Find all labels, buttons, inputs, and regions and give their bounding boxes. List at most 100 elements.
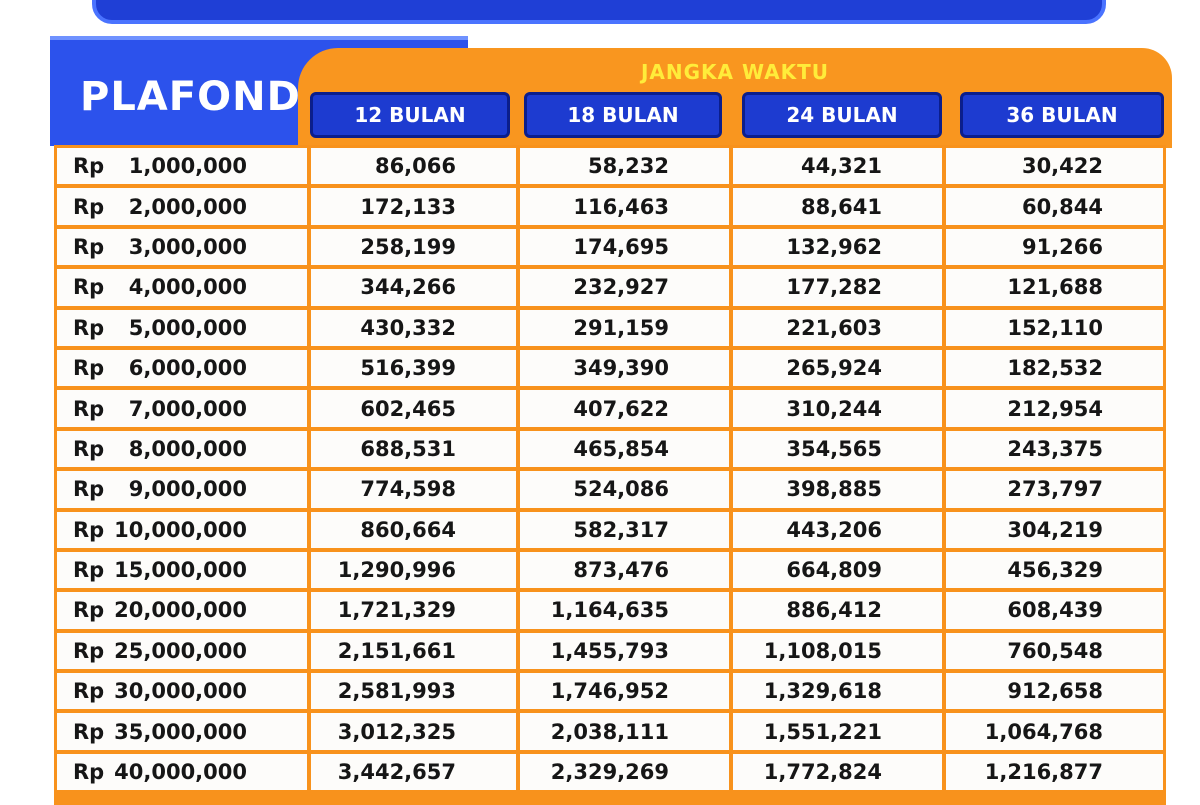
installment-value: 86,066 <box>311 148 516 185</box>
installment-value: 873,476 <box>520 551 729 589</box>
plafond-amount: 25,000,000 <box>114 638 247 663</box>
currency-label: Rp <box>73 396 105 421</box>
duration-header-12: 12 BULAN <box>310 92 510 138</box>
plafond-cell: Rp 2,000,000 <box>57 188 307 225</box>
currency-label: Rp <box>73 194 105 219</box>
installment-value: 860,664 <box>311 511 516 548</box>
plafond-amount: 15,000,000 <box>114 558 247 583</box>
installment-value: 1,290,996 <box>311 551 516 589</box>
currency-label: Rp <box>73 558 105 583</box>
plafond-cell: Rp 35,000,000 <box>57 713 307 750</box>
plafond-cell: Rp 7,000,000 <box>57 390 307 427</box>
plafond-amount: 4,000,000 <box>128 275 247 300</box>
currency-label: Rp <box>73 477 105 502</box>
installment-value: 121,688 <box>946 269 1163 306</box>
plafond-cell: Rp 9,000,000 <box>57 471 307 508</box>
installment-value: 1,064,768 <box>946 713 1163 750</box>
installment-value: 774,598 <box>311 471 516 508</box>
installment-value: 177,282 <box>733 269 942 306</box>
installment-value: 430,332 <box>311 309 516 346</box>
installment-value: 3,442,657 <box>311 753 516 791</box>
plafond-cell: Rp 10,000,000 <box>57 511 307 548</box>
installment-value: 60,844 <box>946 188 1163 225</box>
installment-value: 88,641 <box>733 188 942 225</box>
installment-value: 608,439 <box>946 592 1163 629</box>
plafond-amount: 35,000,000 <box>114 719 247 744</box>
currency-label: Rp <box>73 760 105 785</box>
plafond-cell: Rp 15,000,000 <box>57 551 307 589</box>
plafond-cell: Rp 3,000,000 <box>57 228 307 266</box>
currency-label: Rp <box>73 356 105 381</box>
plafond-cell: Rp 4,000,000 <box>57 269 307 306</box>
plafond-amount: 2,000,000 <box>128 194 247 219</box>
currency-label: Rp <box>73 517 105 542</box>
installment-value: 443,206 <box>733 511 942 548</box>
installment-value: 1,455,793 <box>520 632 729 670</box>
installment-value: 304,219 <box>946 511 1163 548</box>
installment-value: 456,329 <box>946 551 1163 589</box>
installment-value: 291,159 <box>520 309 729 346</box>
installment-value: 516,399 <box>311 349 516 387</box>
installment-value: 2,038,111 <box>520 713 729 750</box>
currency-label: Rp <box>73 275 105 300</box>
plafond-label: PLAFOND <box>80 74 301 120</box>
installment-value: 132,962 <box>733 228 942 266</box>
installment-value: 582,317 <box>520 511 729 548</box>
duration-header-36: 36 BULAN <box>960 92 1164 138</box>
installment-value: 232,927 <box>520 269 729 306</box>
installment-value: 1,164,635 <box>520 592 729 629</box>
installment-value: 344,266 <box>311 269 516 306</box>
installment-value: 688,531 <box>311 430 516 468</box>
installment-value: 3,012,325 <box>311 713 516 750</box>
plafond-amount: 7,000,000 <box>128 396 247 421</box>
plafond-amount: 6,000,000 <box>128 356 247 381</box>
installment-value: 152,110 <box>946 309 1163 346</box>
plafond-amount: 1,000,000 <box>128 154 247 179</box>
plafond-amount: 3,000,000 <box>128 234 247 259</box>
installment-table: Rp 1,000,000 86,066 58,232 44,321 30,422 Rp 2,0… <box>54 145 1166 805</box>
currency-label: Rp <box>73 234 105 259</box>
installment-value: 1,721,329 <box>311 592 516 629</box>
currency-label: Rp <box>73 719 105 744</box>
top-banner <box>92 0 1106 24</box>
duration-header-18: 18 BULAN <box>524 92 722 138</box>
plafond-amount: 5,000,000 <box>128 315 247 340</box>
installment-value: 465,854 <box>520 430 729 468</box>
plafond-amount: 20,000,000 <box>114 598 247 623</box>
plafond-amount: 9,000,000 <box>128 477 247 502</box>
installment-value: 664,809 <box>733 551 942 589</box>
plafond-amount: 30,000,000 <box>114 679 247 704</box>
installment-value: 524,086 <box>520 471 729 508</box>
plafond-cell: Rp 5,000,000 <box>57 309 307 346</box>
currency-label: Rp <box>73 436 105 461</box>
duration-header-24: 24 BULAN <box>742 92 942 138</box>
installment-value: 1,551,221 <box>733 713 942 750</box>
plafond-cell: Rp 6,000,000 <box>57 349 307 387</box>
plafond-cell: Rp 40,000,000 <box>57 753 307 791</box>
currency-label: Rp <box>73 154 105 179</box>
installment-value: 1,108,015 <box>733 632 942 670</box>
plafond-cell: Rp 25,000,000 <box>57 632 307 670</box>
installment-value: 58,232 <box>520 148 729 185</box>
installment-value: 44,321 <box>733 148 942 185</box>
plafond-cell: Rp 30,000,000 <box>57 673 307 710</box>
installment-value: 310,244 <box>733 390 942 427</box>
installment-value: 258,199 <box>311 228 516 266</box>
installment-value: 2,329,269 <box>520 753 729 791</box>
installment-value: 265,924 <box>733 349 942 387</box>
installment-value: 273,797 <box>946 471 1163 508</box>
installment-value: 886,412 <box>733 592 942 629</box>
installment-value: 1,216,877 <box>946 753 1163 791</box>
installment-value: 221,603 <box>733 309 942 346</box>
installment-value: 212,954 <box>946 390 1163 427</box>
installment-value: 1,746,952 <box>520 673 729 710</box>
installment-value: 602,465 <box>311 390 516 427</box>
currency-label: Rp <box>73 638 105 663</box>
installment-value: 116,463 <box>520 188 729 225</box>
installment-value: 91,266 <box>946 228 1163 266</box>
plafond-amount: 10,000,000 <box>114 517 247 542</box>
installment-value: 912,658 <box>946 673 1163 710</box>
currency-label: Rp <box>73 679 105 704</box>
installment-value: 2,581,993 <box>311 673 516 710</box>
installment-value: 1,772,824 <box>733 753 942 791</box>
